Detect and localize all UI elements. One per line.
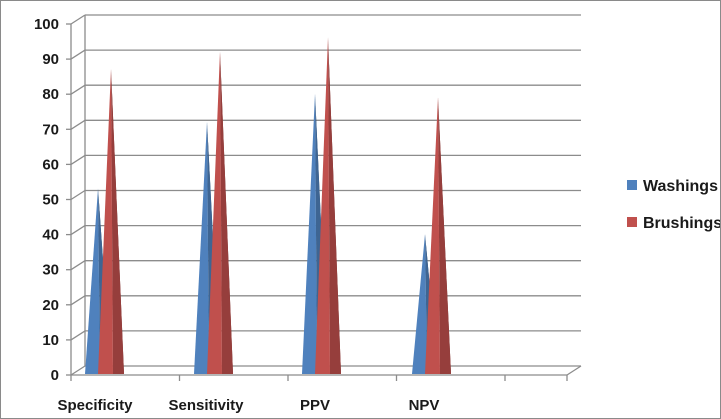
y-tick-label: 70 [42,121,59,138]
cone-washings [412,234,427,374]
cone-washings [302,93,317,375]
gridline-side [70,154,86,165]
y-tick-label: 90 [42,51,59,68]
axes [66,15,582,381]
legend: Washings Brushings [627,178,720,232]
y-tick-label: 100 [34,16,59,33]
x-tick-label: PPV [300,397,330,414]
y-tick-label: 80 [42,86,59,103]
cone-washings [194,121,209,374]
y-tick-label: 30 [42,262,59,279]
y-tick-labels: 0 10 20 30 40 50 60 70 80 90 100 [34,16,59,384]
cone-brushings [315,37,330,375]
cone-series [85,37,451,375]
y-tick-label: 20 [42,297,59,314]
cone-brushings [425,97,440,374]
cone-side-face [328,37,341,375]
gridline-side [70,14,86,25]
floor-side-edge [70,365,86,376]
x-tick-label: Specificity [57,397,133,414]
cone-side-face [111,69,124,374]
x-tick-label: Sensitivity [168,397,244,414]
gridline-side [70,295,86,306]
cone-side-face [220,51,233,375]
y-tick-label: 60 [42,156,59,173]
y-tick-label: 0 [51,367,59,384]
gridline-side [70,84,86,95]
floor-right-edge [566,365,582,376]
legend-label-washings: Washings [643,178,718,195]
cone-washings [85,188,100,374]
x-tick-label: NPV [409,397,440,414]
gridline-side [70,119,86,130]
y-tick-label: 40 [42,227,59,244]
gridline-side [70,49,86,60]
cone-brushings [98,69,113,374]
y-tick-label: 50 [42,192,59,209]
gridline-side [70,189,86,201]
cone-brushings [207,51,222,375]
legend-swatch-washings [627,180,637,190]
legend-swatch-brushings [627,217,637,227]
legend-label-brushings: Brushings [643,215,720,232]
gridline-side [70,225,86,236]
cone-shadow-face [111,69,124,374]
y-tick-label: 10 [42,332,59,349]
gridline-side [70,330,86,341]
cone-side-face [438,97,451,374]
gridline-side [70,260,86,271]
x-tick-labels: Specificity Sensitivity PPV NPV [57,397,439,414]
